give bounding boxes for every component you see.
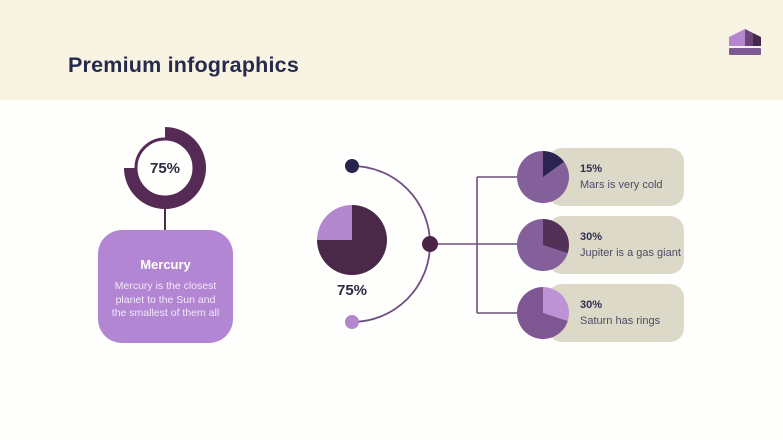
- satellite-card-saturn: 30% Saturn has rings: [548, 284, 684, 342]
- satellite-caption: Mars is very cold: [580, 179, 663, 191]
- satellite-caption: Jupiter is a gas giant: [580, 247, 681, 259]
- satellite-percent: 30%: [580, 231, 603, 243]
- satellite-caption: Saturn has rings: [580, 315, 661, 327]
- donut-arc: [124, 127, 206, 209]
- satellite-card-mars: 15% Mars is very cold: [548, 148, 684, 206]
- top-dot: [345, 159, 359, 173]
- mercury-card-title: Mercury: [140, 257, 191, 272]
- donut-value-label: 75%: [149, 159, 181, 177]
- satellite-percent: 15%: [580, 163, 603, 175]
- satellite-pie-mars: [517, 151, 569, 203]
- middle-dot: [422, 236, 438, 252]
- bottom-dot: [345, 315, 359, 329]
- donut-to-card-connector: [164, 209, 166, 231]
- crown-icon: [729, 29, 761, 55]
- mercury-card-description: Mercury is the closest planet to the Sun…: [111, 280, 220, 320]
- donut-chart: 75%: [123, 126, 207, 210]
- satellite-percent: 30%: [580, 299, 603, 311]
- page-title: Premium infographics: [68, 53, 299, 77]
- header-band: [0, 0, 783, 100]
- main-pie-value-label: 75%: [336, 282, 368, 299]
- main-pie-chart: [317, 205, 387, 275]
- donut-svg: [124, 127, 206, 209]
- satellite-card-jupiter: 30% Jupiter is a gas giant: [548, 216, 684, 274]
- satellite-pie-jupiter: [517, 219, 569, 271]
- satellite-pie-saturn: [517, 287, 569, 339]
- mercury-card: Mercury Mercury is the closest planet to…: [98, 230, 233, 343]
